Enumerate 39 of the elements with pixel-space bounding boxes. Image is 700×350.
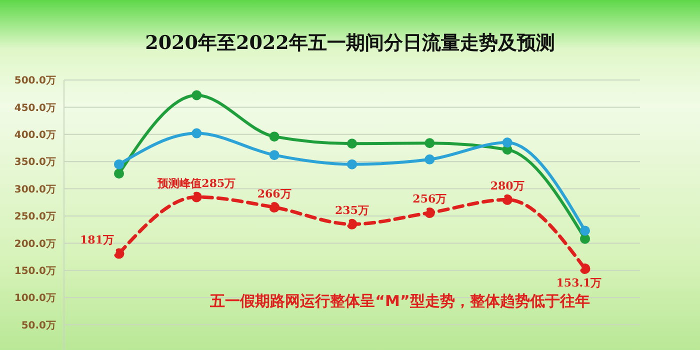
- point: [424, 138, 435, 148]
- chart-title: 2020年至2022年五一期间分日流量走势及预测: [144, 31, 556, 56]
- data-label: 153.1万: [556, 276, 602, 290]
- point: [580, 234, 590, 244]
- data-label: 256万: [412, 192, 447, 206]
- point: [424, 207, 435, 218]
- y-tick-label: 250.0万: [14, 212, 56, 223]
- point: [580, 226, 590, 236]
- point: [191, 192, 202, 202]
- point: [346, 218, 358, 230]
- point: [114, 159, 124, 170]
- point: [114, 248, 124, 259]
- y-tick-label: 450.0万: [14, 102, 56, 114]
- data-label: 181万: [80, 234, 114, 247]
- annotation: 五一假期路网运行整体呈“M”型走势，整体趋势低于往年: [209, 292, 591, 311]
- y-tick-label: 200.0万: [14, 238, 56, 250]
- point: [269, 202, 280, 213]
- point: [114, 168, 124, 179]
- point: [502, 194, 513, 205]
- point: [192, 128, 202, 138]
- data-label: 预测峰值285万: [156, 176, 236, 190]
- y-tick-label: 50.0万: [21, 320, 56, 332]
- y-tick-label: 500.0万: [14, 76, 56, 87]
- point: [269, 132, 280, 142]
- point: [580, 263, 590, 274]
- data-label: 280万: [490, 180, 524, 193]
- data-label: 235万: [335, 204, 369, 218]
- y-tick-label: 400.0万: [14, 130, 56, 141]
- point: [502, 138, 512, 148]
- y-tick-label: 350.0万: [14, 157, 56, 168]
- point: [192, 90, 202, 100]
- y-tick-label: 300.0万: [14, 184, 56, 196]
- point: [347, 159, 357, 170]
- point: [269, 150, 280, 160]
- y-tick-label: 100.0万: [14, 293, 56, 304]
- point: [347, 138, 357, 149]
- point: [424, 154, 435, 164]
- data-label: 266万: [257, 187, 292, 200]
- y-tick-label: 150.0万: [14, 266, 56, 277]
